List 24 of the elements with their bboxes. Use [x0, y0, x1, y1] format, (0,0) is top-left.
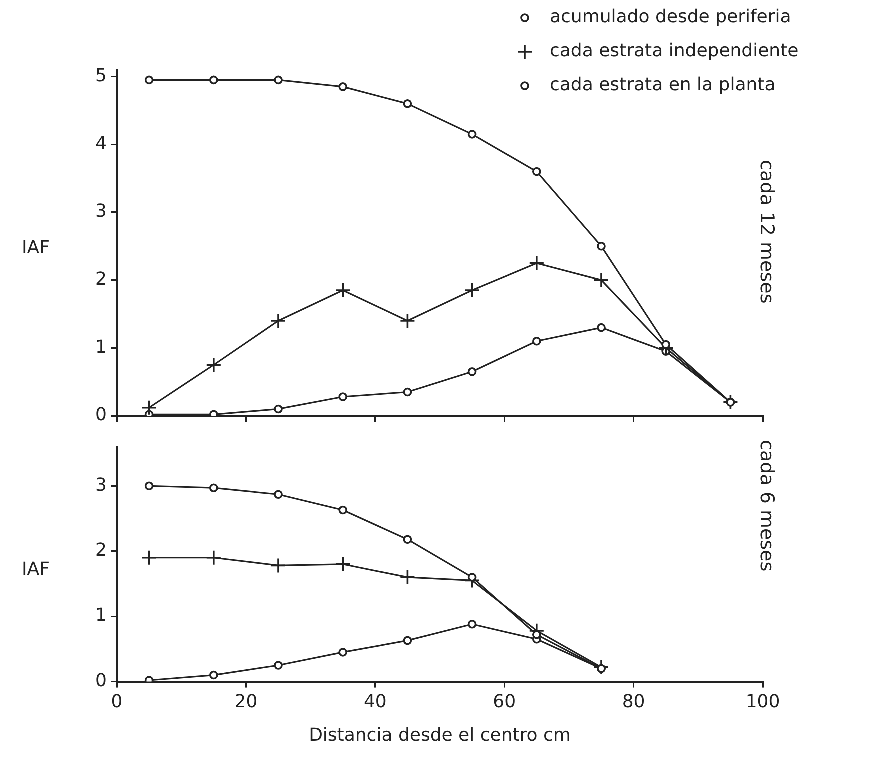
x-tick-label: 60 [493, 691, 516, 712]
y-tick-label: 2 [96, 540, 107, 562]
x-tick-label: 40 [364, 691, 387, 712]
y-tick-label: 0 [96, 404, 107, 426]
y-tick-label: 0 [96, 670, 107, 692]
y-tick-label: 1 [96, 605, 107, 626]
y-tick-label: 4 [96, 133, 107, 154]
x-tick-label: 0 [111, 691, 123, 712]
x-axis-title: Distancia desde el centro cm [309, 724, 571, 746]
x-tick-label: 80 [622, 691, 646, 712]
y-axis-title: IAF [22, 559, 50, 580]
x-tick-label: 20 [234, 691, 258, 712]
y-tick-label: 1 [96, 336, 107, 358]
x-tick-label: 100 [746, 691, 780, 712]
legend-label: cada estrata en la planta [550, 74, 776, 96]
y-tick-label: 3 [96, 474, 107, 496]
y-tick-label: 2 [96, 268, 107, 290]
annotation: cada 12 meses [756, 160, 778, 304]
y-tick-label: 5 [96, 65, 107, 86]
y-tick-label: 3 [96, 201, 107, 222]
legend-label: cada estrata independiente [550, 40, 799, 62]
y-axis-title: IAF [22, 238, 50, 259]
annotation: cada 6 meses [756, 440, 778, 572]
legend-label: acumulado desde periferia [550, 6, 792, 28]
